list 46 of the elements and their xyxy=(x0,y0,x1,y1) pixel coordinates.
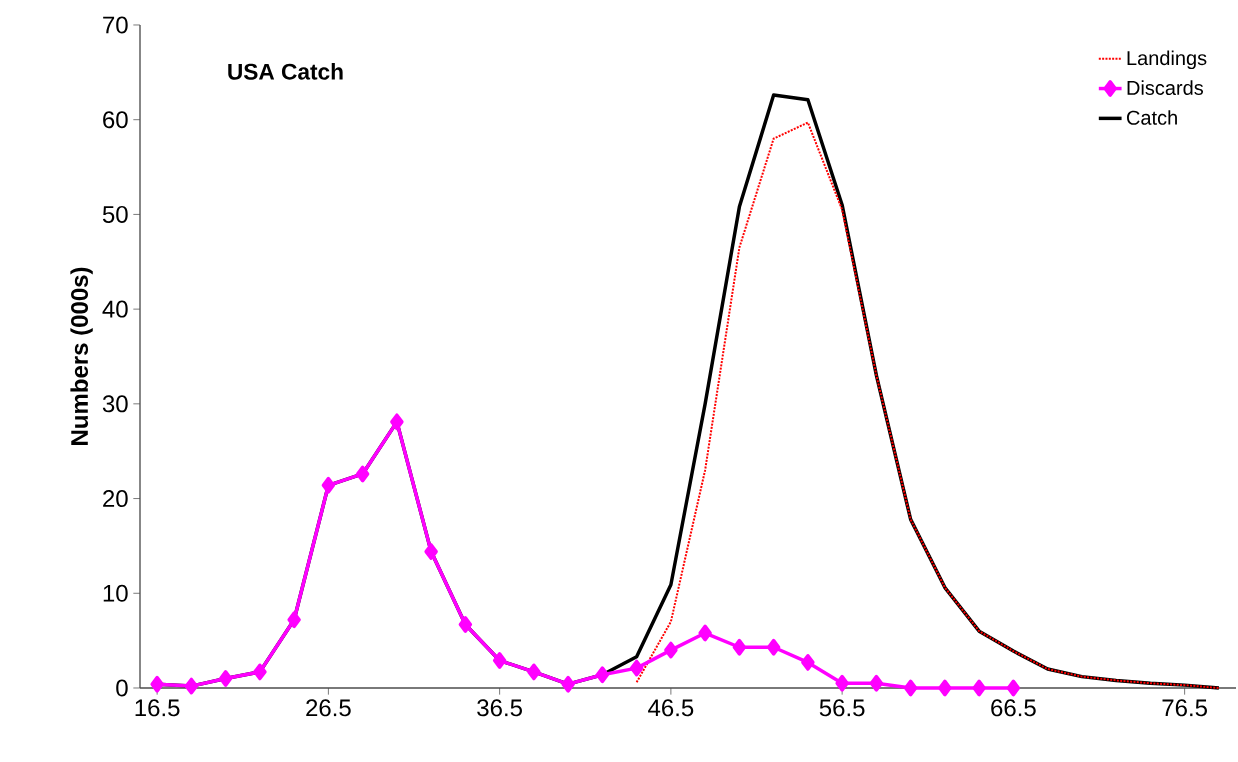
point xyxy=(1006,679,1021,697)
point xyxy=(938,679,952,697)
point xyxy=(492,652,507,669)
point xyxy=(527,663,541,681)
legend-label: Catch xyxy=(1127,110,1177,125)
x-tick-label: 56.5 xyxy=(819,699,865,717)
point xyxy=(321,476,336,494)
point xyxy=(698,624,712,642)
point xyxy=(869,674,884,692)
point xyxy=(766,638,781,656)
y-tick-label: 70 xyxy=(103,16,128,34)
y-tick-label: 60 xyxy=(103,111,128,129)
point xyxy=(972,679,986,697)
x-tick-label: 46.5 xyxy=(648,699,694,717)
x-tick-label: 66.5 xyxy=(991,699,1036,717)
point xyxy=(184,677,199,695)
text: USA Catch xyxy=(228,63,343,80)
point xyxy=(424,543,438,560)
point xyxy=(732,638,747,656)
legend-label: Discards xyxy=(1127,80,1204,95)
point xyxy=(355,465,370,483)
point xyxy=(835,674,849,692)
point xyxy=(390,413,404,431)
point xyxy=(218,670,233,687)
y-axis-title: Numbers (000s) xyxy=(70,267,93,445)
y-tick-label: 0 xyxy=(116,679,128,697)
point xyxy=(629,659,644,677)
y-tick-label: 50 xyxy=(102,205,128,223)
point xyxy=(903,679,918,697)
point xyxy=(595,666,610,684)
x-tick-label: 76.5 xyxy=(1162,699,1207,717)
point xyxy=(253,663,267,681)
point xyxy=(287,611,301,629)
legend-label: Landings xyxy=(1127,50,1207,70)
point xyxy=(150,675,164,693)
point xyxy=(458,616,473,633)
y-tick-label: 20 xyxy=(103,490,128,508)
x-tick-label: 26.5 xyxy=(306,699,351,717)
point xyxy=(664,641,678,659)
y-tick-label: 40 xyxy=(102,300,128,318)
y-tick-label: 10 xyxy=(103,584,128,602)
y-tick-label: 30 xyxy=(102,395,128,413)
point xyxy=(801,654,815,671)
x-tick-label: 16.5 xyxy=(135,699,180,717)
point xyxy=(561,675,575,693)
x-tick-label: 36.5 xyxy=(477,699,522,717)
